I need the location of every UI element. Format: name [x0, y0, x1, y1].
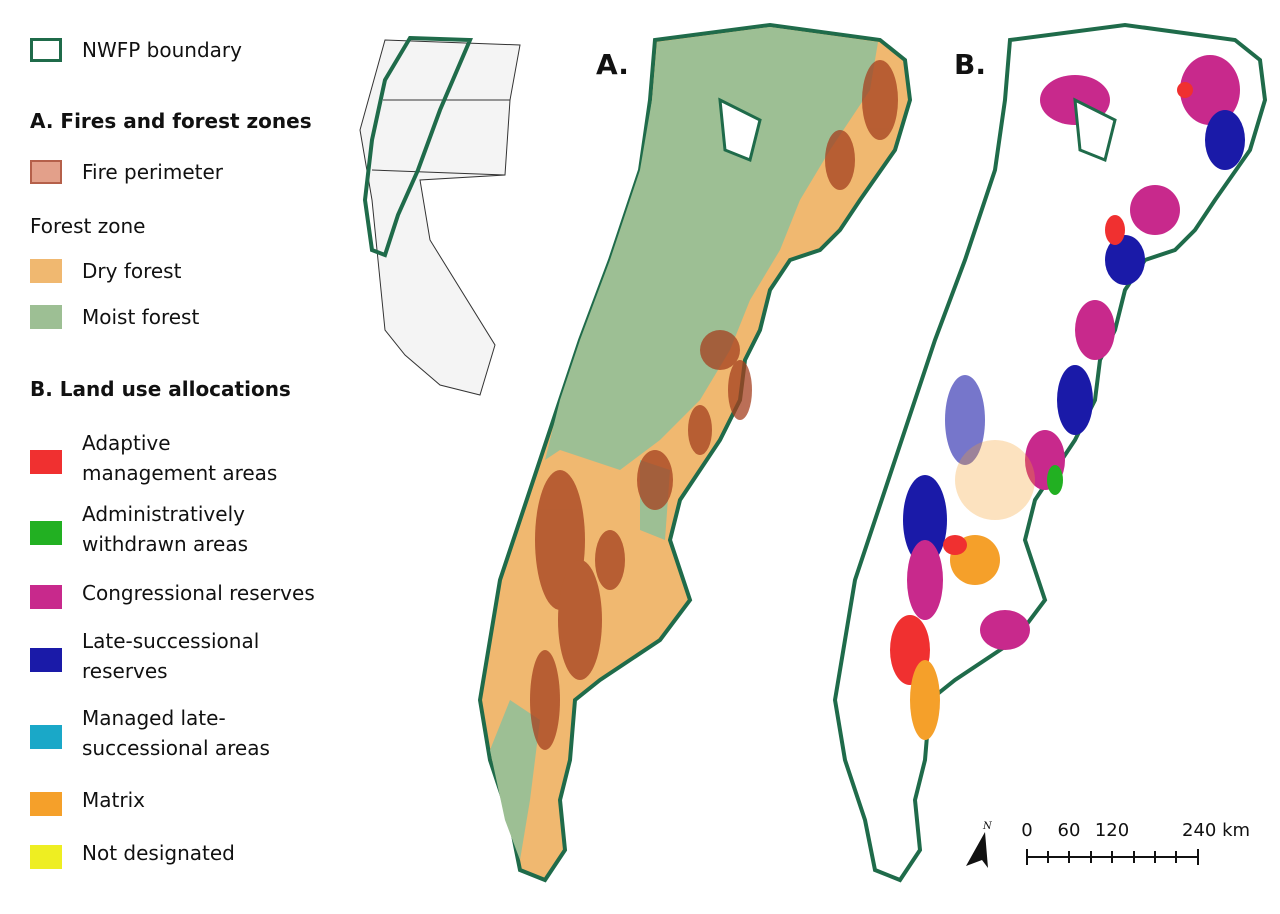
scale-label: 0: [1021, 820, 1033, 841]
legend-label: reserves: [82, 659, 168, 683]
legend-swatch: [30, 648, 62, 672]
legend-label: Dry forest: [82, 259, 182, 283]
legend-label: Administratively: [82, 502, 245, 526]
legend-swatch: [30, 305, 62, 329]
legend-label: NWFP boundary: [82, 38, 242, 62]
scale-label: 240 km: [1182, 820, 1251, 841]
legend-label: withdrawn areas: [82, 532, 249, 556]
legend-swatch: [30, 845, 62, 869]
scale-label: 60: [1057, 820, 1081, 841]
panel-label: B.: [954, 48, 986, 81]
legend-label: Fire perimeter: [82, 160, 223, 184]
legend-label: successional areas: [82, 736, 270, 760]
scale-label: 120: [1094, 820, 1130, 841]
legend-heading: B. Land use allocations: [30, 377, 291, 401]
legend-swatch: [30, 792, 62, 816]
legend-swatch: [30, 38, 62, 62]
north-label: N: [983, 821, 992, 832]
scale-bar: [1026, 849, 1199, 865]
legend-label: Congressional reserves: [82, 581, 315, 605]
north-arrow: [966, 832, 988, 868]
panel-label: A.: [596, 48, 629, 81]
map-b: [832, 22, 1268, 883]
legend-label: Moist forest: [82, 305, 200, 329]
legend-subheading: Forest zone: [30, 214, 146, 238]
map-a: [477, 22, 913, 883]
legend-label: Adaptive: [82, 431, 171, 455]
legend-swatch: [30, 725, 62, 749]
legend-heading: A. Fires and forest zones: [30, 109, 312, 133]
legend-label: Matrix: [82, 788, 145, 812]
legend-swatch: [30, 450, 62, 474]
legend-label: Late-successional: [82, 629, 260, 653]
legend-swatch: [30, 585, 62, 609]
inset-boundary: [362, 35, 473, 258]
inset-map: [359, 39, 521, 396]
legend-swatch: [30, 259, 62, 283]
legend-label: management areas: [82, 461, 278, 485]
legend-swatch: [30, 521, 62, 545]
legend-label: Not designated: [82, 841, 235, 865]
legend-label: Managed late-: [82, 706, 226, 730]
legend-swatch: [30, 160, 62, 184]
